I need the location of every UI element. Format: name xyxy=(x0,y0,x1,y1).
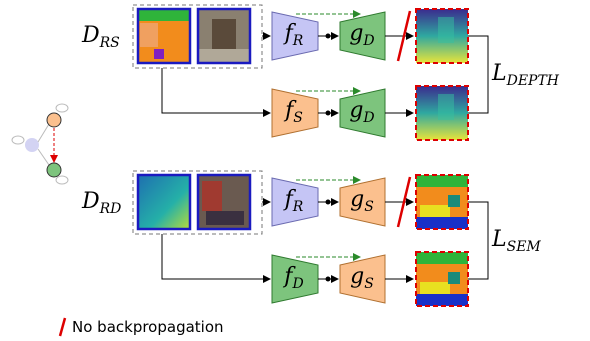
arrow xyxy=(162,234,270,279)
connector xyxy=(326,200,331,205)
photo-a xyxy=(202,181,222,211)
symbol: g xyxy=(349,21,363,46)
loss-bracket xyxy=(468,36,488,113)
seg-c xyxy=(416,294,468,306)
image xyxy=(138,9,190,63)
subscript: D xyxy=(362,110,374,126)
photo-b xyxy=(198,49,250,63)
symbol: D xyxy=(81,23,100,48)
symbol: L xyxy=(491,61,507,86)
image xyxy=(198,9,250,63)
subscript: S xyxy=(364,276,374,292)
symbol: g xyxy=(350,264,364,289)
seg-b xyxy=(140,23,158,47)
subscript: R xyxy=(292,199,304,215)
seg-c xyxy=(416,217,468,229)
seg-d xyxy=(448,272,460,284)
legend: No backpropagation xyxy=(60,318,224,336)
subscript: S xyxy=(293,110,303,126)
connector xyxy=(326,34,331,39)
loss-label: LDEPTH xyxy=(491,61,560,89)
photo-a xyxy=(212,19,236,49)
legend-text: No backpropagation xyxy=(72,318,224,336)
photo-b xyxy=(206,211,244,225)
subscript: S xyxy=(364,199,374,215)
image xyxy=(138,175,190,229)
image xyxy=(198,175,250,229)
depth-detail xyxy=(438,17,454,43)
seg-a xyxy=(416,252,468,264)
loss-bracket xyxy=(468,202,488,279)
subscript: D xyxy=(291,276,303,292)
image xyxy=(416,86,468,140)
image xyxy=(416,252,468,306)
subscript: SEM xyxy=(507,239,542,255)
diagram: No backpropagation DRSfRgDfSgDLDEPTHDRDf… xyxy=(0,0,590,341)
seg-a xyxy=(138,9,190,21)
symbol: L xyxy=(491,227,507,252)
seg-a xyxy=(416,175,468,187)
connector xyxy=(326,277,331,282)
seg-b xyxy=(420,282,450,296)
seg-c xyxy=(154,49,164,59)
image xyxy=(416,9,468,63)
symbol: g xyxy=(349,98,363,123)
subscript: RD xyxy=(99,201,122,217)
seg-b xyxy=(420,205,450,219)
loss-label: LSEM xyxy=(491,227,541,255)
dataset-label: DRS xyxy=(81,23,120,51)
graph-icon xyxy=(12,104,68,184)
arrow xyxy=(162,68,270,113)
depth-map xyxy=(138,175,190,229)
subscript: RS xyxy=(99,35,120,51)
seg-d xyxy=(448,195,460,207)
symbol: g xyxy=(350,187,364,212)
dataset-label: DRD xyxy=(81,189,121,217)
subscript: DEPTH xyxy=(506,73,560,89)
subscript: D xyxy=(362,33,374,49)
subscript: R xyxy=(292,33,304,49)
image xyxy=(416,175,468,229)
symbol: D xyxy=(81,189,100,214)
connector xyxy=(326,111,331,116)
depth-detail xyxy=(438,94,454,120)
